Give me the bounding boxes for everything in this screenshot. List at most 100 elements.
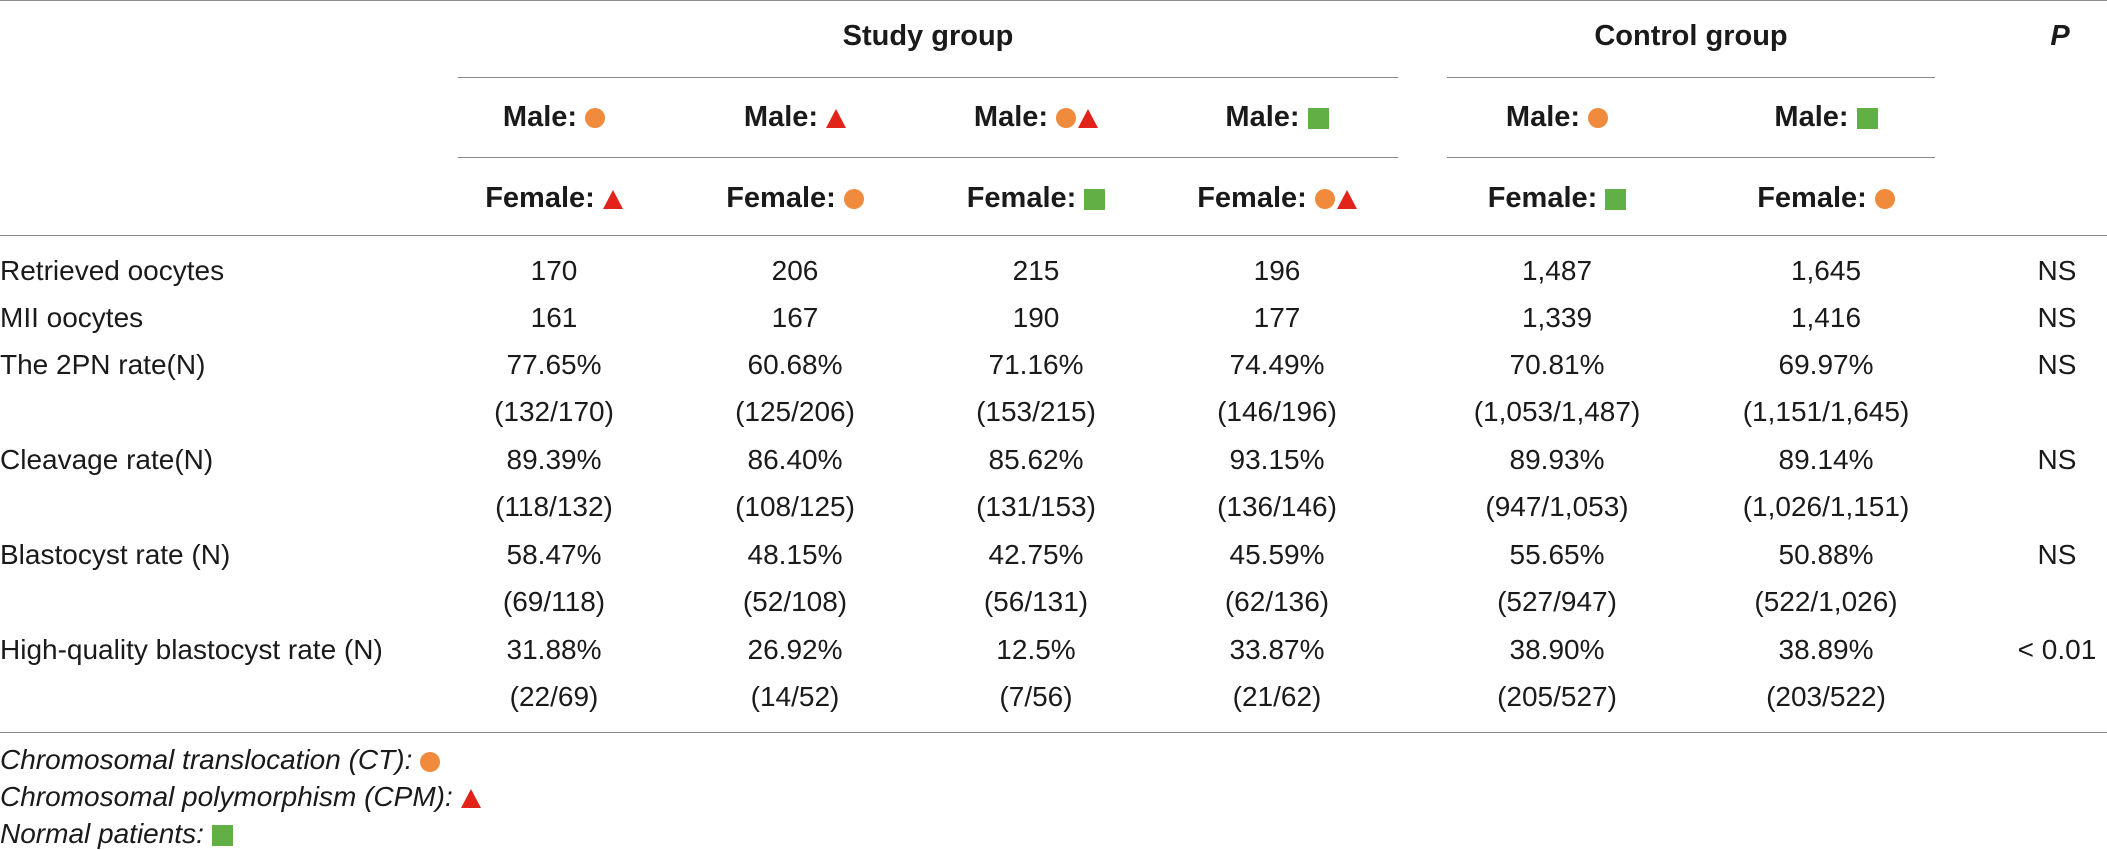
table-cell-count: (1,151/1,645) bbox=[1742, 396, 1910, 427]
male-header-cell: Male: bbox=[1437, 101, 1677, 133]
triangle-icon bbox=[602, 189, 623, 209]
table-cell-count: (62/136) bbox=[1224, 586, 1330, 617]
circle-icon bbox=[420, 751, 441, 772]
table-cell-value: 1,645 bbox=[1790, 255, 1862, 286]
table-cell-value: 206 bbox=[771, 255, 819, 286]
table-cell-value: 86.40% bbox=[747, 444, 843, 475]
table-cell-value: 85.62% bbox=[988, 444, 1084, 475]
male-label: Male: bbox=[502, 101, 578, 133]
table-cell-value: 93.15% bbox=[1229, 444, 1325, 475]
table-cell-value: 170 bbox=[530, 255, 578, 286]
table-cell-value: 1,339 bbox=[1521, 302, 1593, 333]
p-value-cell: NS bbox=[2037, 349, 2077, 380]
table-cell-count: (205/527) bbox=[1497, 681, 1617, 712]
female-header-cell: Female: bbox=[1706, 182, 1946, 214]
circle-icon bbox=[843, 189, 864, 210]
table-cell-count: (21/62) bbox=[1232, 681, 1322, 712]
triangle-icon bbox=[826, 108, 847, 128]
table-cell-count: (52/108) bbox=[742, 586, 848, 617]
table-cell-count: (14/52) bbox=[750, 681, 840, 712]
female-header-cell: Female: bbox=[1157, 182, 1397, 214]
table-cell-value: 70.81% bbox=[1509, 349, 1605, 380]
circle-icon bbox=[1874, 189, 1895, 210]
p-value-cell: NS bbox=[2037, 302, 2077, 333]
male-header-cell: Male: bbox=[916, 101, 1156, 133]
circle-icon bbox=[1056, 108, 1077, 129]
square-icon bbox=[1307, 107, 1329, 129]
table-cell-value: 215 bbox=[1012, 255, 1060, 286]
table-cell-value: 45.59% bbox=[1229, 539, 1325, 570]
row-label: Cleavage rate(N) bbox=[0, 444, 214, 475]
square-icon bbox=[211, 825, 233, 847]
table-cell-value: 71.16% bbox=[988, 349, 1084, 380]
female-header-cell: Female: bbox=[675, 182, 915, 214]
male-header-cell: Male: bbox=[1706, 101, 1946, 133]
control-group-header: Control group bbox=[1594, 20, 1788, 52]
triangle-icon bbox=[460, 789, 481, 809]
table-cell-count: (69/118) bbox=[502, 586, 606, 617]
row-label: The 2PN rate(N) bbox=[0, 349, 206, 380]
footnote-line: Chromosomal polymorphism (CPM): bbox=[0, 781, 481, 813]
table-cell-value: 31.88% bbox=[506, 634, 602, 665]
table-cell-count: (947/1,053) bbox=[1485, 491, 1629, 522]
female-header-cell: Female: bbox=[434, 182, 674, 214]
table-cell-value: 60.68% bbox=[747, 349, 843, 380]
table-cell-value: 33.87% bbox=[1229, 634, 1325, 665]
table-cell-count: (203/522) bbox=[1766, 681, 1886, 712]
table-cell-count: (108/125) bbox=[735, 491, 855, 522]
table-cell-value: 1,416 bbox=[1790, 302, 1862, 333]
control-group-rule bbox=[1447, 77, 1935, 78]
footnote-text: Normal patients: bbox=[0, 818, 204, 849]
table-cell-value: 12.5% bbox=[996, 634, 1076, 665]
footnote-line: Chromosomal translocation (CT): bbox=[0, 744, 441, 776]
table-cell-count: (125/206) bbox=[735, 396, 855, 427]
table-cell-value: 167 bbox=[771, 302, 819, 333]
p-value-header: P bbox=[2050, 20, 2070, 52]
male-header-cell: Male: bbox=[675, 101, 915, 133]
table-cell-value: 26.92% bbox=[747, 634, 843, 665]
triangle-icon bbox=[1336, 189, 1357, 209]
p-value-cell: < 0.01 bbox=[2017, 634, 2097, 665]
table-cell-count: (131/153) bbox=[976, 491, 1096, 522]
female-label: Female: bbox=[1197, 182, 1307, 214]
table-cell-value: 42.75% bbox=[988, 539, 1084, 570]
male-label: Male: bbox=[973, 101, 1049, 133]
male-row-rule-control bbox=[1447, 157, 1935, 158]
table-cell-count: (118/132) bbox=[495, 491, 613, 522]
p-value-cell: NS bbox=[2037, 539, 2077, 570]
square-icon bbox=[1856, 107, 1878, 129]
male-header-cell: Male: bbox=[434, 101, 674, 133]
footnote-text: Chromosomal translocation (CT): bbox=[0, 744, 413, 775]
male-row-rule-study bbox=[458, 157, 1398, 158]
row-label: Retrieved oocytes bbox=[0, 255, 225, 286]
female-header-cell: Female: bbox=[1437, 182, 1677, 214]
square-icon bbox=[1084, 188, 1106, 210]
table-cell-value: 196 bbox=[1253, 255, 1301, 286]
female-label: Female: bbox=[966, 182, 1077, 214]
male-label: Male: bbox=[743, 101, 819, 133]
table-cell-value: 190 bbox=[1012, 302, 1060, 333]
table-cell-value: 89.39% bbox=[506, 444, 602, 475]
table-cell-value: 89.93% bbox=[1509, 444, 1605, 475]
circle-icon bbox=[1588, 108, 1609, 129]
p-value-cell: NS bbox=[2037, 444, 2077, 475]
table-cell-value: 38.89% bbox=[1778, 634, 1874, 665]
row-label: Blastocyst rate (N) bbox=[0, 539, 231, 570]
study-group-rule bbox=[458, 77, 1398, 78]
table-cell-count: (146/196) bbox=[1217, 396, 1337, 427]
triangle-icon bbox=[1078, 108, 1099, 128]
table-cell-count: (153/215) bbox=[976, 396, 1096, 427]
study-group-header: Study group bbox=[842, 20, 1014, 52]
table-cell-value: 69.97% bbox=[1778, 349, 1874, 380]
female-label: Female: bbox=[1757, 182, 1867, 214]
table-cell-count: (136/146) bbox=[1217, 491, 1337, 522]
circle-icon bbox=[585, 108, 606, 129]
table-cell-value: 77.65% bbox=[506, 349, 602, 380]
female-label: Female: bbox=[485, 182, 595, 214]
table-cell-count: (22/69) bbox=[509, 681, 599, 712]
female-label: Female: bbox=[1487, 182, 1598, 214]
table-cell-count: (1,026/1,151) bbox=[1742, 491, 1910, 522]
table-cell-value: 50.88% bbox=[1778, 539, 1874, 570]
male-label: Male: bbox=[1225, 101, 1300, 133]
p-value-cell: NS bbox=[2037, 255, 2077, 286]
